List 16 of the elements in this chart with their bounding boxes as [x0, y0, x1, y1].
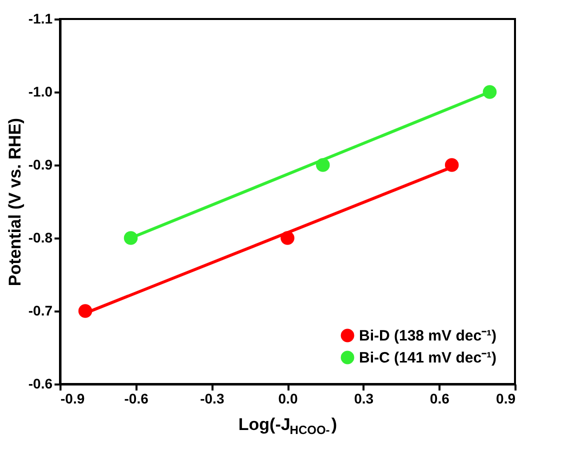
y-tick-label: -0.7 — [28, 302, 53, 318]
y-tick-label: -1.0 — [28, 84, 53, 100]
x-tick-label: 0.6 — [430, 390, 450, 406]
x-tick-label: 0.0 — [278, 390, 298, 406]
x-tick-label: -0.6 — [124, 390, 149, 406]
y-axis-title: Potential (V vs. RHE) — [5, 118, 24, 286]
x-tick-label: 0.3 — [354, 390, 374, 406]
y-tick-label: -0.9 — [28, 156, 53, 172]
x-tick-label: 0.9 — [496, 390, 516, 406]
x-tick-label: -0.3 — [200, 390, 224, 406]
legend-label: Bi-D (138 mV dec⁻¹) — [359, 328, 497, 344]
y-tick-label: -1.1 — [28, 10, 53, 26]
x-tick-label: -0.9 — [60, 390, 85, 406]
y-tick-label: -0.8 — [28, 230, 53, 246]
y-tick-label: -0.6 — [28, 376, 53, 392]
legend-label: Bi-C (141 mV dec⁻¹) — [359, 350, 497, 366]
